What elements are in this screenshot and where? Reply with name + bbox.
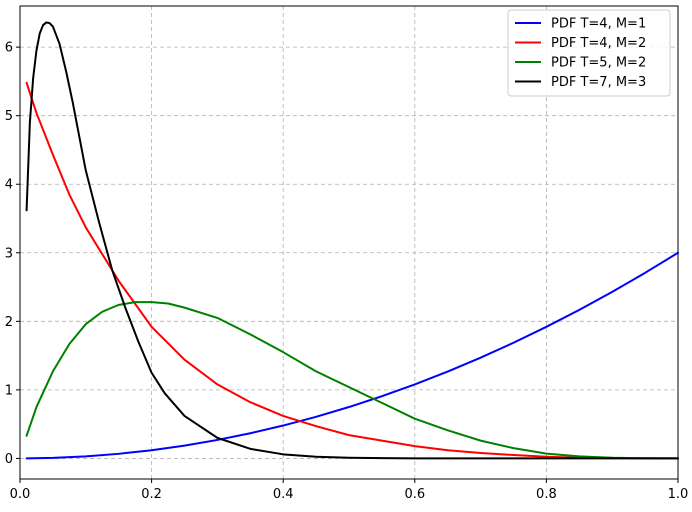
series-line-2 [25,301,679,460]
series-line-0 [25,251,679,460]
series-line-1 [25,81,679,460]
y-tick-label: 6 [5,41,13,56]
legend-label-1: PDF T=4, M=2 [551,36,646,51]
y-tick-label: 4 [5,178,13,193]
x-tick-label: 0.8 [536,487,557,502]
x-tick-label: 0.4 [273,487,294,502]
legend-label-2: PDF T=5, M=2 [551,56,646,71]
x-tick-label: 0.6 [404,487,425,502]
series-lines [25,21,679,460]
x-tick-label: 0.0 [10,487,31,502]
x-tick-label: 0.2 [141,487,162,502]
y-tick-label: 2 [5,315,13,330]
y-tick-label: 3 [5,246,13,261]
legend: PDF T=4, M=1 PDF T=4, M=2 PDF T=5, M=2 PDF … [507,9,671,97]
legend-label-3: PDF T=7, M=3 [551,75,646,90]
axis-ticks: 0.0 0.2 0.4 0.6 0.8 1.0 0 1 2 3 4 5 6 [5,41,689,502]
axes-frame [19,5,679,480]
y-tick-label: 0 [5,452,13,467]
y-tick-label: 5 [5,109,13,124]
series-line-3 [25,21,679,460]
y-tick-label: 1 [5,383,13,398]
x-tick-label: 1.0 [668,487,689,502]
legend-label-0: PDF T=4, M=1 [551,17,646,32]
legend-box [507,9,671,97]
